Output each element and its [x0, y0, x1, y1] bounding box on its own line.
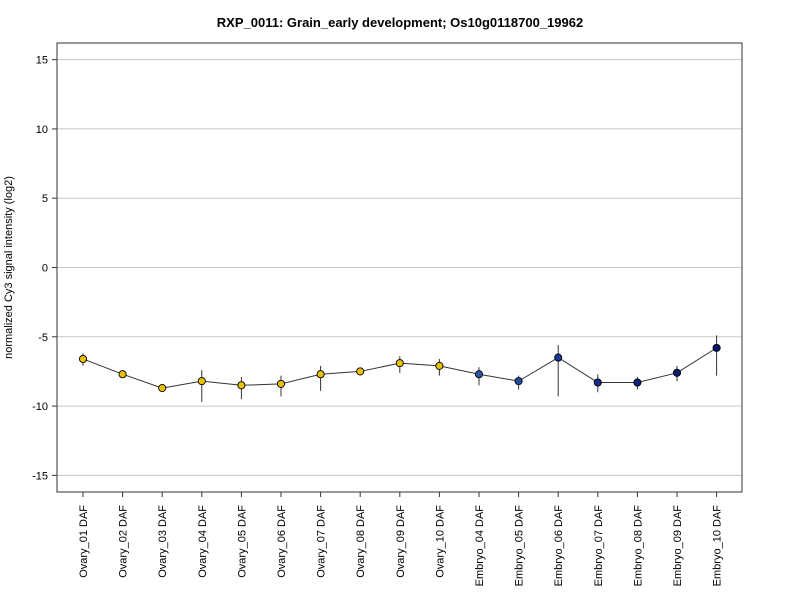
data-point: [672, 368, 682, 377]
data-points: [78, 343, 721, 393]
data-point: [435, 361, 444, 370]
data-point: [197, 377, 206, 386]
x-tick-label: Ovary_06 DAF: [276, 505, 288, 578]
data-point: [712, 343, 721, 352]
y-tick-label: 5: [42, 193, 48, 205]
chart-title: RXP_0011: Grain_early development; Os10g…: [217, 15, 583, 30]
x-tick-label: Embryo_07 DAF: [593, 505, 605, 587]
x-tick-label: Embryo_10 DAF: [712, 505, 724, 587]
y-tick-label: 15: [36, 55, 48, 67]
y-tick-label: 0: [42, 263, 48, 275]
data-point: [356, 367, 365, 376]
x-tick-label: Ovary_08 DAF: [355, 505, 367, 578]
x-tick-label: Embryo_09 DAF: [672, 505, 684, 587]
y-tick-label: -15: [32, 470, 48, 482]
x-tick-label: Ovary_07 DAF: [316, 505, 328, 578]
x-tick-label: Ovary_05 DAF: [236, 505, 248, 578]
y-tick-label: -5: [38, 332, 48, 344]
x-tick-label: Ovary_01 DAF: [78, 505, 90, 578]
x-tick-label: Embryo_05 DAF: [514, 505, 526, 587]
data-point: [158, 384, 167, 393]
data-point: [78, 354, 88, 364]
x-axis: Ovary_01 DAF Ovary_02 DAF Ovary_03 DAF Ovar…: [78, 492, 724, 586]
x-tick-label: Ovary_03 DAF: [157, 505, 169, 578]
data-point: [118, 370, 127, 379]
x-tick-label: Ovary_09 DAF: [395, 505, 407, 578]
x-tick-label: Ovary_10 DAF: [434, 505, 446, 578]
grid-layer: [57, 59, 742, 476]
y-axis: 15 10 5 0 -5 -10 -15: [32, 55, 57, 482]
x-tick-label: Ovary_02 DAF: [118, 505, 130, 578]
data-point: [474, 370, 484, 379]
data-point: [514, 377, 523, 386]
y-tick-label: -10: [32, 401, 48, 413]
x-tick-label: Embryo_04 DAF: [474, 505, 486, 587]
x-tick-label: Ovary_04 DAF: [197, 505, 209, 578]
data-point: [237, 381, 246, 390]
data-point: [593, 378, 602, 387]
data-point: [395, 359, 404, 368]
x-tick-label: Embryo_08 DAF: [632, 505, 644, 587]
x-tick-label: Embryo_06 DAF: [553, 505, 565, 587]
data-point: [316, 370, 325, 379]
y-axis-label: normalized Cy3 signal intensity (log2): [3, 176, 15, 359]
y-tick-label: 10: [36, 124, 48, 136]
data-point: [554, 353, 563, 362]
error-bars: [82, 335, 718, 402]
data-point: [633, 378, 642, 387]
data-point: [276, 379, 286, 388]
